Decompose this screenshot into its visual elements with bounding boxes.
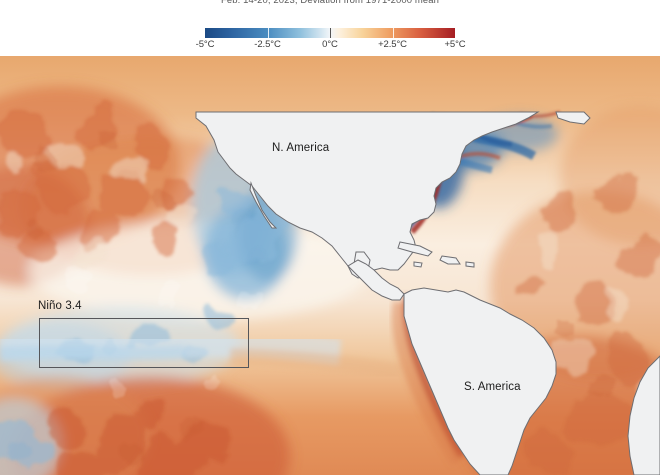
- legend-label-zero: 0°C: [322, 39, 338, 50]
- greenland-landmass: [555, 111, 591, 125]
- sst-fine-detail-layer: [11, 132, 611, 462]
- legend-gradient-bar: [205, 28, 455, 38]
- label-nino-34: Niño 3.4: [38, 300, 82, 312]
- legend-label-plus5: +5°C: [444, 39, 466, 50]
- south-america-landmass: [403, 287, 557, 475]
- legend-label-minus5: -5°C: [195, 39, 215, 50]
- legend-tick-labels: -5°C -2.5°C 0°C +2.5°C +5°C: [196, 39, 466, 53]
- landmass-layer: [195, 111, 660, 475]
- cuba-landmass: [397, 241, 433, 257]
- jamaica-landmass: [413, 261, 423, 268]
- label-north-america: N. America: [272, 142, 330, 154]
- equatorial-cold-tongue: [0, 330, 402, 380]
- baja-peninsula-landmass: [249, 181, 278, 229]
- north-america-landmass: [195, 111, 540, 279]
- puerto-rico-landmass: [465, 261, 475, 268]
- legend-label-plus2p5: +2.5°C: [378, 39, 407, 50]
- nino-34-region-box: [39, 318, 249, 368]
- legend-tick-minus2p5: [267, 28, 269, 38]
- sst-anomaly-map: N. America S. America Niño 3.4: [0, 56, 660, 475]
- chart-subtitle: Feb. 14-20, 2023, Deviation from 1971-20…: [220, 0, 440, 6]
- hispaniola-landmass: [439, 255, 461, 265]
- legend-tick-zero: [330, 28, 331, 38]
- africa-landmass: [627, 355, 660, 475]
- chart-header: Feb. 14-20, 2023, Deviation from 1971-20…: [0, 0, 660, 56]
- color-legend: -5°C -2.5°C 0°C +2.5°C +5°C: [196, 28, 466, 50]
- legend-tick-plus2p5: [392, 28, 394, 38]
- legend-label-minus2p5: -2.5°C: [254, 39, 281, 50]
- map-canvas: [0, 56, 660, 475]
- label-south-america: S. America: [464, 381, 521, 393]
